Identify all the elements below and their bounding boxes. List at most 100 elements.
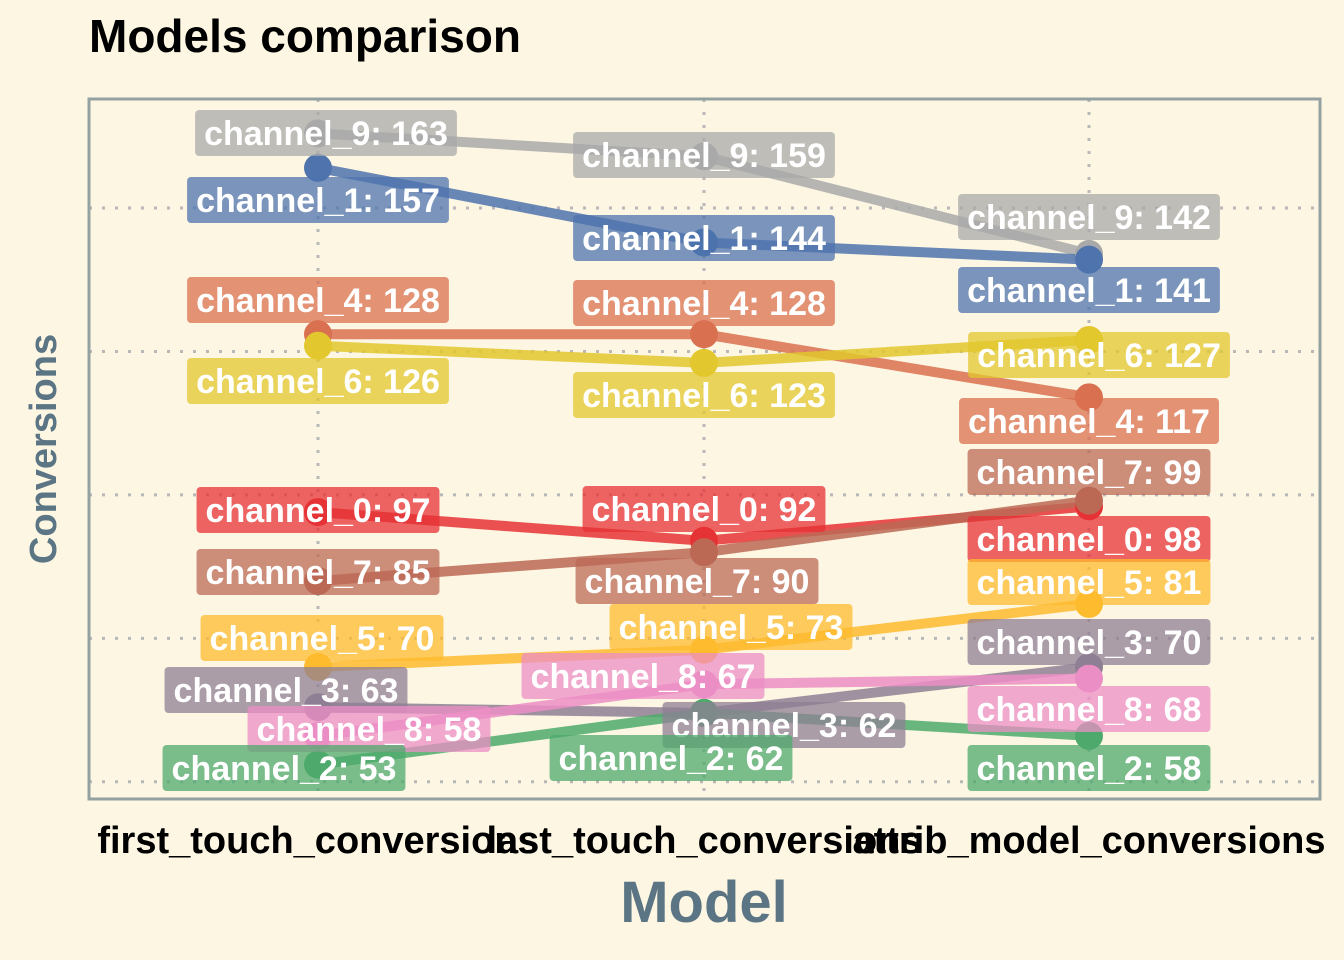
data-labels: channel_9: 163 channel_9: 159 channel_9: 1… xyxy=(162,110,1230,791)
point-channel_1-2 xyxy=(1075,245,1103,274)
point-channel_1-0 xyxy=(304,153,332,182)
label-text-channel_2-0: channel_2: 53 xyxy=(172,750,397,788)
label-box-channel_9-0 xyxy=(195,110,457,156)
label-box-channel_4-0 xyxy=(187,277,449,323)
label-box-channel_8-2 xyxy=(967,686,1211,732)
label-text-channel_1-1: channel_1: 144 xyxy=(582,220,826,258)
label-text-channel_9-1: channel_9: 159 xyxy=(582,137,826,175)
label-box-channel_6-1 xyxy=(573,372,835,418)
label-text-channel_5-1: channel_5: 73 xyxy=(619,609,844,647)
label-text-channel_8-0: channel_8: 58 xyxy=(257,711,482,749)
label-box-channel_5-1 xyxy=(609,604,853,650)
label-channel_9-0: channel_9: 163 xyxy=(195,110,457,156)
label-channel_1-0: channel_1: 157 xyxy=(187,177,449,223)
y-axis-label: Conversions xyxy=(23,334,65,564)
label-channel_6-0: channel_6: 126 xyxy=(187,358,449,404)
label-text-channel_5-2: channel_5: 81 xyxy=(977,564,1202,602)
label-box-channel_1-2 xyxy=(958,267,1220,313)
point-channel_8-2 xyxy=(1075,664,1103,693)
label-box-channel_2-1 xyxy=(549,735,793,781)
point-channel_4-1 xyxy=(690,320,718,349)
label-text-channel_3-0: channel_3: 63 xyxy=(174,672,399,710)
x-tick-label-1: last_touch_conversions xyxy=(486,820,921,862)
label-text-channel_4-2: channel_4: 117 xyxy=(968,403,1210,441)
label-channel_7-2: channel_7: 99 xyxy=(967,449,1211,495)
label-box-channel_0-1 xyxy=(582,486,826,532)
label-channel_8-2: channel_8: 68 xyxy=(967,686,1211,732)
label-box-channel_5-0 xyxy=(200,615,444,661)
label-text-channel_8-2: channel_8: 68 xyxy=(977,691,1202,729)
label-channel_5-0: channel_5: 70 xyxy=(200,615,444,661)
label-text-channel_9-2: channel_9: 142 xyxy=(967,199,1211,237)
label-text-channel_2-2: channel_2: 58 xyxy=(977,750,1202,788)
label-text-channel_5-0: channel_5: 70 xyxy=(210,620,435,658)
label-text-channel_0-1: channel_0: 92 xyxy=(592,491,817,529)
label-box-channel_1-0 xyxy=(187,177,449,223)
label-channel_7-1: channel_7: 90 xyxy=(575,558,819,604)
label-text-channel_9-0: channel_9: 163 xyxy=(204,115,448,153)
label-channel_5-2: channel_5: 81 xyxy=(967,559,1211,605)
label-channel_2-2: channel_2: 58 xyxy=(967,745,1211,791)
x-tick-labels: first_touch_conversionslast_touch_conver… xyxy=(97,820,1325,862)
label-box-channel_6-2 xyxy=(968,332,1230,378)
point-channel_6-0 xyxy=(304,331,332,360)
label-text-channel_6-1: channel_6: 123 xyxy=(582,377,826,415)
label-text-channel_7-2: channel_7: 99 xyxy=(977,454,1202,492)
label-box-channel_8-0 xyxy=(247,706,491,752)
label-channel_4-1: channel_4: 128 xyxy=(573,280,835,326)
label-box-channel_3-2 xyxy=(967,619,1211,665)
label-channel_4-2: channel_4: 117 xyxy=(959,398,1219,444)
label-channel_0-0: channel_0: 97 xyxy=(196,487,440,533)
label-box-channel_0-2 xyxy=(967,516,1211,562)
label-box-channel_5-2 xyxy=(967,559,1211,605)
label-text-channel_1-0: channel_1: 157 xyxy=(196,182,440,220)
label-channel_7-0: channel_7: 85 xyxy=(196,549,440,595)
label-box-channel_4-1 xyxy=(573,280,835,326)
label-channel_1-2: channel_1: 141 xyxy=(958,267,1220,313)
label-channel_3-0: channel_3: 63 xyxy=(164,667,408,713)
label-channel_8-1: channel_8: 67 xyxy=(521,653,765,699)
label-box-channel_7-2 xyxy=(967,449,1211,495)
label-box-channel_7-1 xyxy=(575,558,819,604)
label-text-channel_1-2: channel_1: 141 xyxy=(967,272,1211,310)
label-text-channel_4-1: channel_4: 128 xyxy=(582,285,826,323)
label-box-channel_3-0 xyxy=(164,667,408,713)
label-channel_9-2: channel_9: 142 xyxy=(958,194,1220,240)
label-channel_6-1: channel_6: 123 xyxy=(573,372,835,418)
label-text-channel_7-0: channel_7: 85 xyxy=(206,554,431,592)
label-channel_0-1: channel_0: 92 xyxy=(582,486,826,532)
label-text-channel_4-0: channel_4: 128 xyxy=(196,282,440,320)
label-channel_6-2: channel_6: 127 xyxy=(968,332,1230,378)
x-tick-label-0: first_touch_conversions xyxy=(97,820,538,862)
label-channel_9-1: channel_9: 159 xyxy=(573,132,835,178)
label-text-channel_6-2: channel_6: 127 xyxy=(977,337,1221,375)
chart-title: Models comparison xyxy=(89,10,521,62)
label-channel_8-0: channel_8: 58 xyxy=(247,706,491,752)
label-box-channel_2-2 xyxy=(967,745,1211,791)
label-box-channel_9-1 xyxy=(573,132,835,178)
label-text-channel_3-2: channel_3: 70 xyxy=(977,624,1202,662)
label-text-channel_6-0: channel_6: 126 xyxy=(196,363,440,401)
label-box-channel_2-0 xyxy=(162,745,406,791)
label-box-channel_1-1 xyxy=(573,215,835,261)
label-text-channel_8-1: channel_8: 67 xyxy=(531,658,756,696)
panel-border xyxy=(87,97,1322,801)
label-text-channel_2-1: channel_2: 62 xyxy=(559,740,784,778)
label-text-channel_0-0: channel_0: 97 xyxy=(206,492,431,530)
label-channel_2-1: channel_2: 62 xyxy=(549,735,793,781)
label-box-channel_6-0 xyxy=(187,358,449,404)
label-channel_5-1: channel_5: 73 xyxy=(609,604,853,650)
label-channel_2-0: channel_2: 53 xyxy=(162,745,406,791)
label-channel_1-1: channel_1: 144 xyxy=(573,215,835,261)
label-channel_4-0: channel_4: 128 xyxy=(187,277,449,323)
label-box-channel_0-0 xyxy=(196,487,440,533)
label-channel_0-2: channel_0: 98 xyxy=(967,516,1211,562)
x-tick-label-2: attrib_model_conversions xyxy=(852,820,1325,862)
label-box-channel_7-0 xyxy=(196,549,440,595)
x-axis-label: Model xyxy=(620,870,788,935)
label-box-channel_8-1 xyxy=(521,653,765,699)
label-channel_3-2: channel_3: 70 xyxy=(967,619,1211,665)
label-text-channel_7-1: channel_7: 90 xyxy=(585,563,810,601)
label-box-channel_9-2 xyxy=(958,194,1220,240)
